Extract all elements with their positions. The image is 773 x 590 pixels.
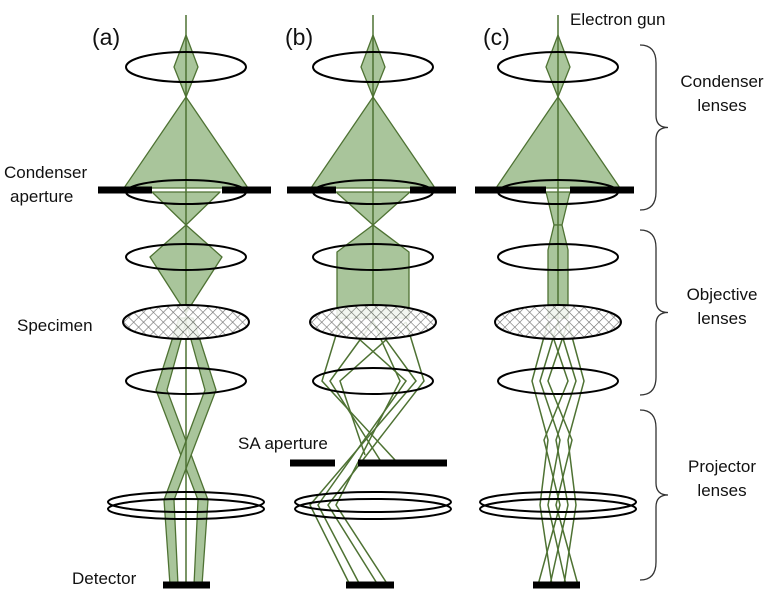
group-label: Projector	[688, 457, 756, 476]
group-label: lenses	[697, 309, 746, 328]
label: SA aperture	[238, 434, 328, 453]
aperture-bar	[290, 460, 335, 467]
ray	[548, 322, 578, 585]
group-label: lenses	[697, 96, 746, 115]
label: aperture	[10, 187, 73, 206]
aperture-bar	[570, 187, 634, 194]
brace	[640, 45, 668, 210]
objective-lens	[498, 368, 618, 394]
group-label: lenses	[697, 481, 746, 500]
aperture-bar	[163, 582, 210, 589]
panel-label: (b)	[285, 24, 313, 50]
label: Detector	[72, 569, 137, 588]
panel-label: (c)	[483, 24, 510, 50]
label: Specimen	[17, 316, 93, 335]
group-label: Objective	[687, 285, 758, 304]
aperture-bar	[533, 582, 580, 589]
group-label: Condenser	[680, 72, 764, 91]
aperture-bar	[98, 187, 152, 194]
aperture-bar	[287, 187, 336, 194]
aperture-bar	[358, 460, 447, 467]
ray	[538, 322, 568, 585]
label: Condenser	[4, 163, 88, 182]
brace	[640, 410, 668, 580]
label: Electron gun	[570, 10, 665, 29]
specimen	[310, 305, 436, 339]
specimen	[495, 305, 621, 339]
brace	[640, 230, 668, 395]
objective-lens	[313, 368, 433, 394]
specimen	[123, 305, 249, 339]
aperture-bar	[346, 582, 394, 589]
aperture-bar	[222, 187, 271, 194]
panel-label: (a)	[92, 24, 120, 50]
aperture-bar	[475, 187, 546, 194]
aperture-bar	[410, 187, 456, 194]
tem-diagram: (a) (b) (c) Electron gun Condenser apert…	[0, 0, 773, 590]
